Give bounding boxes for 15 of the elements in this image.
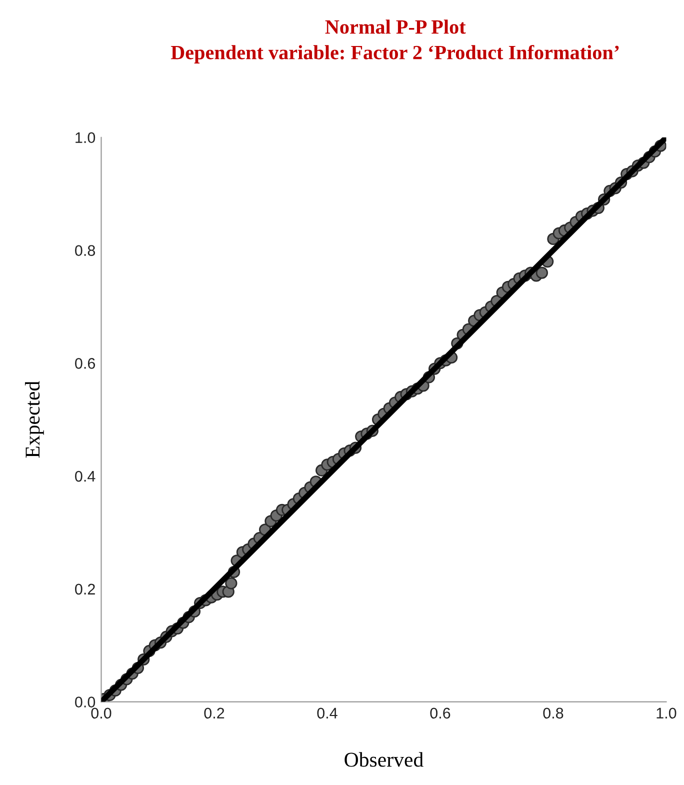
y-tick-label: 0.2 [75, 584, 95, 595]
y-axis-title: Expected [24, 381, 44, 458]
x-tick-label: 1.0 [656, 708, 676, 719]
y-tick-label: 0.6 [75, 358, 96, 369]
y-tick-label: 0.0 [75, 696, 96, 708]
y-tick-label: 1.0 [76, 132, 96, 144]
x-tick-label: 0.0 [91, 708, 112, 719]
chart-title: Normal P-P Plot Dependent variable: Factor 2 ‘Product Information’ [170, 20, 619, 64]
x-tick-label: 0.8 [543, 708, 564, 719]
x-axis-title: Observed [344, 752, 424, 767]
x-tick-label: 0.4 [317, 708, 338, 719]
x-tick-label: 0.6 [430, 708, 450, 719]
y-tick-label: 0.8 [75, 245, 96, 256]
x-tick-label: 0.2 [204, 708, 224, 719]
y-tick-label: 0.4 [75, 470, 96, 482]
